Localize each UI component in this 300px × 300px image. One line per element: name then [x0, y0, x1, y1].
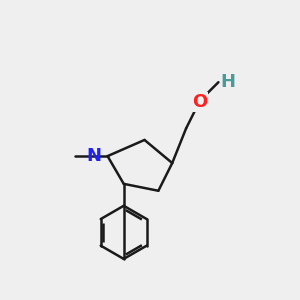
Text: H: H: [221, 73, 236, 91]
Text: O: O: [192, 93, 208, 111]
Text: N: N: [87, 147, 102, 165]
